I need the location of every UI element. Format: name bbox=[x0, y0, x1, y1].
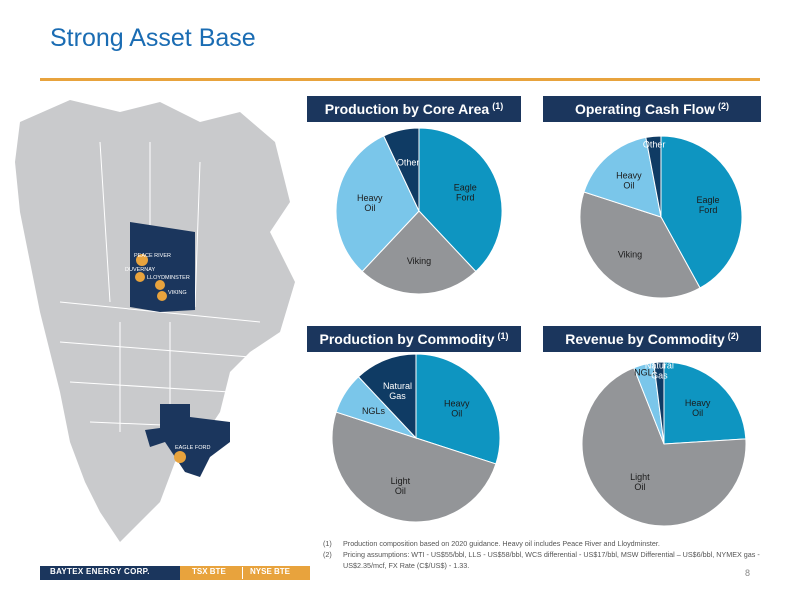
banner-title: Operating Cash Flow bbox=[574, 101, 715, 117]
canada-highlight bbox=[130, 222, 195, 312]
pie-label-natural-gas: Natural Gas bbox=[383, 381, 412, 401]
pie-slice-natural-gas bbox=[357, 353, 417, 440]
pie-label-eagle-ford: Eagle Ford bbox=[697, 195, 720, 215]
banner-production-core-area: Production by Core Area (1) bbox=[307, 96, 521, 122]
tsx-ticker: TSX BTE bbox=[192, 567, 226, 576]
pie-slice-other bbox=[645, 135, 662, 218]
banner-revenue-commodity: Revenue by Commodity (2) bbox=[543, 326, 761, 352]
footnote-1: (1) Production composition based on 2020… bbox=[323, 538, 763, 549]
banner-production-commodity: Production by Commodity (1) bbox=[307, 326, 521, 352]
pie-operating-cash-flow: Eagle Ford Viking Heavy Oil Other bbox=[579, 135, 743, 299]
pie-label-ngls: NGLs bbox=[362, 406, 386, 416]
viking-dot bbox=[157, 291, 167, 301]
pie-slice-viking bbox=[579, 191, 701, 299]
page-number: 8 bbox=[745, 568, 751, 578]
banner-ref: (2) bbox=[718, 101, 729, 111]
pie-slice-natural-gas bbox=[653, 361, 665, 445]
map-land bbox=[15, 100, 295, 542]
banner-title: Revenue by Commodity bbox=[565, 331, 725, 347]
map-label-viking: VIKING bbox=[168, 290, 187, 296]
map-label-eagle-ford: EAGLE FORD bbox=[175, 445, 210, 451]
pie-slice-heavy-oil bbox=[415, 353, 501, 465]
footnote-text: Pricing assumptions: WTI - US$55/bbl, LL… bbox=[343, 550, 760, 570]
pie-slice-other bbox=[382, 127, 420, 212]
lloydminster-dot bbox=[155, 280, 165, 290]
title-rule bbox=[40, 78, 760, 81]
pie-label-light-oil: Light Oil bbox=[630, 472, 650, 492]
pie-label-eagle-ford: Eagle Ford bbox=[454, 183, 477, 203]
map-label-lloydminster: LLOYDMINSTER bbox=[147, 275, 190, 281]
footnote-num: (1) bbox=[323, 539, 332, 548]
banner-ref: (1) bbox=[492, 101, 504, 111]
pie-label-natural-gas: Natural Gas bbox=[645, 360, 674, 380]
pie-slice-eagle-ford bbox=[418, 127, 503, 273]
pie-slice-heavy-oil bbox=[663, 361, 747, 445]
map-label-peace-river: PEACE RIVER bbox=[134, 253, 171, 259]
duvernay-dot bbox=[135, 272, 145, 282]
pie-label-other: Other bbox=[397, 157, 420, 167]
nyse-ticker: NYSE BTE bbox=[250, 567, 291, 576]
ticker-separator bbox=[242, 567, 243, 579]
peace-river-dot bbox=[136, 254, 148, 266]
banner-title: Production by Commodity bbox=[319, 331, 495, 347]
pie-production-core-area: Eagle Ford Viking Heavy Oil Other bbox=[335, 127, 503, 295]
pie-label-heavy-oil: Heavy Oil bbox=[357, 193, 383, 213]
map-label-duvernay: DUVERNAY bbox=[125, 267, 155, 273]
pie-label-ngls: NGLs bbox=[634, 368, 658, 378]
footnote-2: (2) Pricing assumptions: WTI - US$55/bbl… bbox=[323, 549, 763, 571]
pie-slice-light-oil bbox=[331, 411, 497, 523]
pie-slice-viking bbox=[361, 210, 477, 295]
texas-highlight bbox=[145, 404, 230, 477]
footnotes: (1) Production composition based on 2020… bbox=[323, 538, 763, 571]
pie-label-light-oil: Light Oil bbox=[391, 476, 411, 496]
footer-company-block bbox=[40, 566, 180, 580]
page-title: Strong Asset Base bbox=[50, 24, 256, 52]
pie-label-heavy-oil: Heavy Oil bbox=[444, 398, 470, 418]
pie-production-commodity: Heavy Oil Light Oil NGLs Natural Gas bbox=[331, 353, 501, 523]
banner-title: Production by Core Area bbox=[324, 101, 490, 117]
pie-label-other: Other bbox=[643, 139, 666, 149]
banner-ref: (2) bbox=[727, 331, 739, 341]
pie-label-viking: Viking bbox=[618, 249, 642, 259]
company-name: BAYTEX ENERGY CORP. bbox=[50, 567, 150, 576]
pie-slice-eagle-ford bbox=[660, 135, 743, 289]
eagle-ford-dot bbox=[174, 451, 186, 463]
pie-slice-light-oil bbox=[581, 367, 747, 527]
pie-label-viking: Viking bbox=[407, 256, 431, 266]
pie-label-heavy-oil: Heavy Oil bbox=[685, 398, 711, 418]
banner-operating-cash-flow: Operating Cash Flow (2) bbox=[543, 96, 761, 122]
pie-label-heavy-oil: Heavy Oil bbox=[616, 171, 642, 191]
footnote-text: Production composition based on 2020 gui… bbox=[343, 539, 660, 548]
pie-slice-heavy-oil bbox=[335, 135, 420, 273]
footnote-num: (2) bbox=[323, 550, 332, 559]
north-america-map: PEACE RIVER DUVERNAY LLOYDMINSTER VIKING… bbox=[15, 100, 295, 542]
pie-slice-heavy-oil bbox=[583, 136, 662, 218]
banner-ref: (1) bbox=[497, 331, 509, 341]
